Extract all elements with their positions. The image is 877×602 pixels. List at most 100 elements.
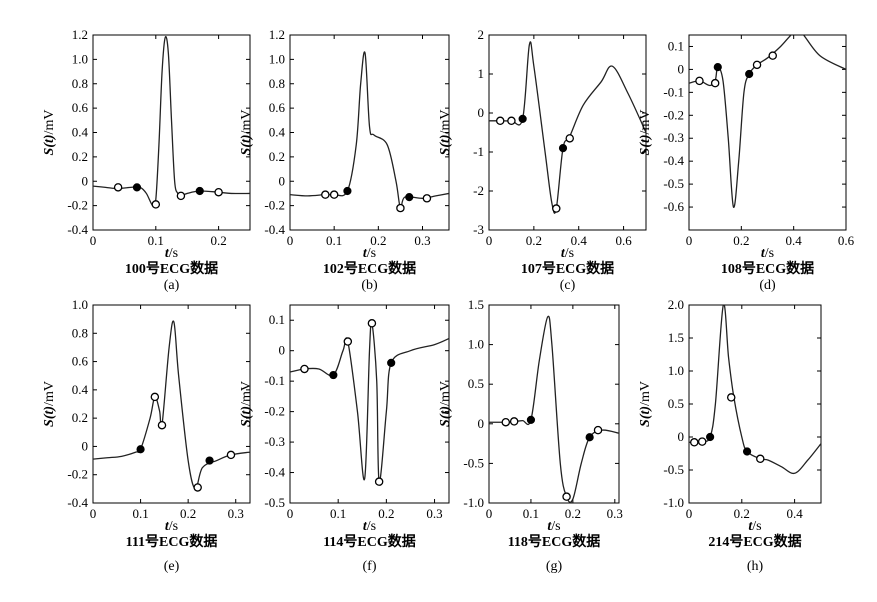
y-tick-label: 1.2 xyxy=(72,27,88,42)
y-tick-label: 0.4 xyxy=(72,125,89,140)
y-tick-label: -0.3 xyxy=(663,130,684,145)
x-tick-label: 0.2 xyxy=(180,506,196,521)
y-tick-label: 0.2 xyxy=(72,410,88,425)
filled-marker-point xyxy=(387,358,396,367)
open-marker-point xyxy=(552,204,561,213)
y-tick-label: -0.4 xyxy=(264,222,285,237)
open-marker-point xyxy=(768,51,777,60)
plot-frame xyxy=(488,34,647,231)
ecg-panel-8: 0 0.2 0.4 -1.0 -0.5 0 0.5 1.0 1.5 2.0 S(t)/mV t/s21… xyxy=(638,297,822,574)
x-tick-label: 0.2 xyxy=(734,506,750,521)
x-tick-label: 0.4 xyxy=(571,233,588,248)
y-tick-label: -3 xyxy=(473,222,484,237)
y-tick-label: 0.8 xyxy=(269,76,285,91)
y-tick-label: 1 xyxy=(478,66,485,81)
x-axis-label: t/s xyxy=(165,519,178,534)
x-tick-label: 0 xyxy=(686,506,693,521)
ecg-series-line xyxy=(489,41,646,214)
filled-marker-point xyxy=(132,183,142,192)
ecg-series-line xyxy=(93,36,250,208)
ecg-series-line xyxy=(93,320,250,490)
x-tick-label: 0 xyxy=(486,506,493,521)
open-marker-point xyxy=(367,319,377,328)
y-tick-label: -0.1 xyxy=(264,373,285,388)
panel-letter: (h) xyxy=(747,559,764,574)
ecg-panel-1: 0 0.1 0.2 -0.4 -0.2 0 0.2 0.4 0.6 0.8 1.0 1.2 S(t)/m… xyxy=(42,27,251,293)
y-tick-label: 0.6 xyxy=(269,100,286,115)
open-marker-point xyxy=(150,392,160,402)
y-tick-label: 0.4 xyxy=(269,125,286,140)
open-marker-point xyxy=(226,450,236,460)
ecg-series-line xyxy=(290,321,449,483)
y-tick-label: -0.1 xyxy=(663,84,684,99)
panel-letter: (d) xyxy=(759,278,776,293)
y-tick-label: 0 xyxy=(478,105,485,120)
open-marker-point xyxy=(562,492,571,501)
filled-marker-point xyxy=(745,69,754,79)
y-tick-label: 1.0 xyxy=(72,297,88,312)
plot-frame xyxy=(488,304,620,504)
filled-marker-point xyxy=(205,456,214,465)
y-tick-label: -0.5 xyxy=(663,462,684,477)
y-tick-label: 0.5 xyxy=(668,396,684,411)
x-tick-label: 0 xyxy=(287,233,294,248)
y-tick-label: 0.1 xyxy=(269,312,285,327)
open-marker-point xyxy=(697,437,707,446)
x-tick-label: 0.3 xyxy=(228,506,244,521)
y-tick-label: -0.2 xyxy=(67,198,88,213)
filled-marker-point xyxy=(742,447,752,456)
filled-marker-point xyxy=(706,432,715,442)
y-tick-label: -0.5 xyxy=(264,495,285,510)
panel-caption: 108号ECG数据 xyxy=(721,260,814,277)
x-axis-label: t/s xyxy=(561,246,574,261)
x-tick-label: 0.3 xyxy=(426,506,442,521)
x-tick-label: 0.3 xyxy=(607,506,623,521)
open-marker-point xyxy=(157,420,167,430)
open-marker-point xyxy=(113,183,123,192)
x-axis-label: t/s xyxy=(363,246,376,261)
y-tick-label: 0 xyxy=(678,61,685,76)
filled-marker-point xyxy=(518,114,527,123)
ecg-panel-4: 0 0.2 0.4 0.6 -0.6 -0.5 -0.4 -0.3 -0.2 -0.1 0 0.1 S(… xyxy=(638,34,855,293)
y-tick-label: -0.4 xyxy=(67,222,88,237)
y-axis-label: S(t)/mV xyxy=(42,381,57,427)
y-tick-label: 0.2 xyxy=(72,149,88,164)
filled-marker-point xyxy=(526,415,536,424)
open-marker-point xyxy=(710,78,720,88)
filled-marker-point xyxy=(329,370,338,380)
x-tick-label: 0.1 xyxy=(326,233,342,248)
open-marker-point xyxy=(396,203,405,213)
open-marker-point xyxy=(726,393,736,402)
panel-caption: 102号ECG数据 xyxy=(323,260,416,277)
open-marker-point xyxy=(193,483,202,492)
panel-caption: 214号ECG数据 xyxy=(708,533,801,550)
filled-marker-point xyxy=(136,445,145,454)
y-axis-label: S(t)/mV xyxy=(638,110,653,156)
panel-caption: 107号ECG数据 xyxy=(521,260,614,277)
y-tick-label: 1.2 xyxy=(269,27,285,42)
y-tick-label: -0.5 xyxy=(463,455,484,470)
open-marker-point xyxy=(690,438,699,447)
ecg-panel-7: 0 0.1 0.2 0.3 -1.0 -0.5 0 0.5 1.0 1.5 S(t)/mV t/s11… xyxy=(438,297,623,574)
x-tick-label: 0.6 xyxy=(615,233,632,248)
x-tick-label: 0 xyxy=(287,506,294,521)
panel-letter: (b) xyxy=(361,278,378,293)
ecg-panel-6: 0 0.1 0.2 0.3 -0.5 -0.4 -0.3 -0.2 -0.1 0 0.1 S(t)/m… xyxy=(239,304,450,574)
panel-letter: (g) xyxy=(546,559,563,574)
x-tick-label: 0.3 xyxy=(414,233,430,248)
ecg-series-line xyxy=(489,315,619,503)
y-tick-label: 0 xyxy=(678,429,685,444)
x-tick-label: 0.2 xyxy=(526,233,542,248)
open-marker-point xyxy=(374,477,384,486)
open-marker-point xyxy=(300,364,309,374)
y-tick-label: 0.6 xyxy=(72,354,89,369)
y-axis-label: S(t)/mV xyxy=(438,110,453,156)
x-tick-label: 0.1 xyxy=(148,233,164,248)
filled-marker-point xyxy=(558,144,568,153)
y-tick-label: 0.6 xyxy=(72,100,89,115)
panel-caption: 118号ECG数据 xyxy=(508,533,601,550)
open-marker-point xyxy=(329,190,339,199)
open-marker-point xyxy=(495,116,505,126)
y-tick-label: 0 xyxy=(279,343,286,358)
